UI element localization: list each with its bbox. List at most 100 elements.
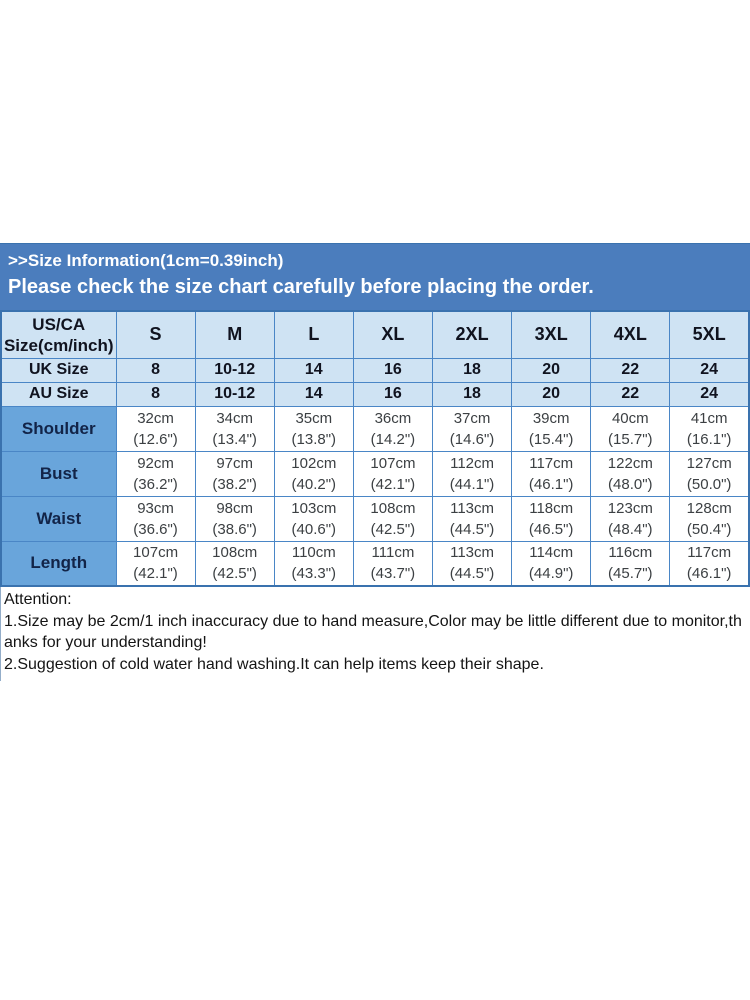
- measurement-cm: 128cm: [686, 499, 732, 517]
- measurement-inch: (40.2"): [291, 475, 337, 493]
- measurement-inch: (43.3"): [291, 565, 337, 583]
- measurement-value: 35cm (13.8"): [273, 405, 354, 452]
- measurement-inch: (42.5"): [370, 520, 416, 538]
- banner-subtitle: Please check the size chart carefully be…: [8, 276, 594, 298]
- measurement-cm: 103cm: [291, 499, 337, 517]
- measurement-inch: (42.1"): [370, 475, 416, 493]
- size-column-header: 4XL: [590, 310, 671, 359]
- measurement-value: 39cm (15.4"): [511, 405, 592, 452]
- measurement-value: 102cm (40.2"): [273, 450, 354, 497]
- region-size-label: UK Size: [0, 357, 117, 383]
- measurement-inch: (46.1"): [686, 565, 732, 583]
- measurement-inch: (42.5"): [212, 565, 257, 583]
- region-size-value: 24: [669, 381, 750, 407]
- measurement-inch: (16.1"): [686, 430, 732, 448]
- region-size-value: 16: [352, 381, 434, 407]
- measurement-value: 123cm (48.4"): [590, 495, 671, 542]
- measurement-value: 112cm (44.1"): [431, 450, 513, 497]
- measurement-value: 98cm (38.6"): [194, 495, 275, 542]
- measurement-cm: 127cm: [686, 454, 732, 472]
- uk-size-row: UK Size 8 10-12 14 16 18 20 22 24: [0, 357, 750, 383]
- measurement-inch: (42.1"): [133, 565, 178, 583]
- banner-title: >>Size Information(1cm=0.39inch): [8, 251, 284, 270]
- measurement-row-bust: Bust 92cm (36.2") 97cm (38.2") 102cm (40.2") 10…: [0, 450, 750, 497]
- region-size-value: 14: [273, 381, 354, 407]
- measurement-cm: 41cm: [690, 409, 728, 427]
- measurement-inch: (13.4"): [212, 430, 257, 448]
- measurement-cm: 34cm: [216, 409, 254, 427]
- region-size-value: 22: [590, 381, 671, 407]
- measurement-label: Length: [0, 540, 117, 587]
- measurement-inch: (14.2"): [370, 430, 416, 448]
- measurement-inch: (48.4"): [608, 520, 653, 538]
- measurement-cm: 37cm: [453, 409, 491, 427]
- size-chart-table: US/CA Size(cm/inch) S M L XL 2XL 3XL 4XL 5XL UK Si…: [0, 310, 750, 587]
- measurement-label: Waist: [0, 495, 117, 542]
- measurement-cm: 113cm: [450, 544, 495, 562]
- measurement-value: 41cm (16.1"): [669, 405, 750, 452]
- attention-heading: Attention:: [4, 591, 72, 608]
- measurement-value: 37cm (14.6"): [431, 405, 513, 452]
- measurement-cm: 107cm: [370, 454, 416, 472]
- measurement-cm: 36cm: [374, 409, 412, 427]
- measurement-value: 111cm (43.7"): [352, 540, 434, 587]
- measurement-value: 92cm (36.2"): [115, 450, 196, 497]
- attention-item-1: 1.Size may be 2cm/1 inch inaccuracy due …: [4, 612, 742, 652]
- measurement-cm: 92cm: [137, 454, 174, 472]
- measurement-value: 103cm (40.6"): [273, 495, 354, 542]
- region-size-value: 18: [431, 381, 513, 407]
- measurement-inch: (46.5"): [528, 520, 574, 538]
- measurement-value: 114cm (44.9"): [511, 540, 592, 587]
- region-size-value: 18: [431, 357, 513, 383]
- au-size-row: AU Size 8 10-12 14 16 18 20 22 24: [0, 381, 750, 407]
- region-size-value: 16: [352, 357, 434, 383]
- corner-header-cell: US/CA Size(cm/inch): [0, 310, 117, 359]
- size-table-body: US/CA Size(cm/inch) S M L XL 2XL 3XL 4XL 5XL UK Si…: [0, 310, 750, 587]
- corner-header-line: US/CA: [32, 314, 86, 334]
- corner-header-line: Size(cm/inch): [3, 335, 114, 355]
- measurement-cm: 108cm: [212, 544, 258, 562]
- measurement-cm: 98cm: [216, 499, 254, 517]
- measurement-inch: (45.7"): [608, 565, 653, 583]
- measurement-cm: 117cm: [687, 544, 732, 562]
- measurement-inch: (38.2"): [212, 475, 257, 493]
- region-size-value: 24: [669, 357, 750, 383]
- measurement-inch: (38.6"): [212, 520, 257, 538]
- measurement-inch: (50.0"): [686, 475, 732, 493]
- size-header-row: US/CA Size(cm/inch) S M L XL 2XL 3XL 4XL 5XL: [0, 310, 750, 359]
- measurement-cm: 39cm: [532, 409, 570, 427]
- measurement-cm: 117cm: [529, 454, 574, 472]
- measurement-value: 118cm (46.5"): [511, 495, 592, 542]
- measurement-cm: 113cm: [450, 499, 495, 517]
- measurement-value: 107cm (42.1"): [115, 540, 196, 587]
- measurement-inch: (46.1"): [528, 475, 574, 493]
- measurement-row-waist: Waist 93cm (36.6") 98cm (38.6") 103cm (40.6") 1…: [0, 495, 750, 542]
- size-column-header: 3XL: [511, 310, 592, 359]
- measurement-row-shoulder: Shoulder 32cm (12.6") 34cm (13.4") 35cm (13.8"…: [0, 405, 750, 452]
- measurement-value: 40cm (15.7"): [590, 405, 671, 452]
- measurement-value: 34cm (13.4"): [194, 405, 275, 452]
- measurement-cm: 35cm: [295, 409, 333, 427]
- region-size-label: AU Size: [0, 381, 117, 407]
- measurement-inch: (44.9"): [528, 565, 574, 583]
- measurement-inch: (43.7"): [370, 565, 416, 583]
- measurement-cm: 107cm: [133, 544, 179, 562]
- size-info-banner: >>Size Information(1cm=0.39inch) Please …: [0, 243, 750, 310]
- measurement-value: 113cm (44.5"): [431, 495, 513, 542]
- measurement-cm: 102cm: [291, 454, 337, 472]
- measurement-value: 117cm (46.1"): [669, 540, 750, 587]
- region-size-value: 20: [511, 357, 592, 383]
- size-column-header: L: [273, 310, 354, 359]
- measurement-value: 32cm (12.6"): [115, 405, 196, 452]
- measurement-cm: 110cm: [291, 544, 336, 562]
- measurement-value: 116cm (45.7"): [590, 540, 671, 587]
- size-column-header: M: [194, 310, 275, 359]
- region-size-value: 14: [273, 357, 354, 383]
- measurement-inch: (50.4"): [686, 520, 732, 538]
- region-size-value: 20: [511, 381, 592, 407]
- measurement-cm: 108cm: [370, 499, 416, 517]
- size-column-header: XL: [352, 310, 434, 359]
- measurement-inch: (44.5"): [449, 520, 495, 538]
- measurement-value: 97cm (38.2"): [194, 450, 275, 497]
- measurement-cm: 118cm: [529, 499, 574, 517]
